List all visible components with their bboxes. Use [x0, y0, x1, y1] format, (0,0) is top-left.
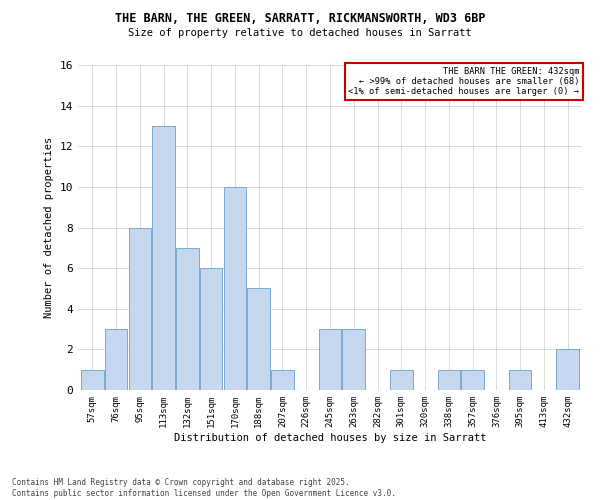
Text: Contains HM Land Registry data © Crown copyright and database right 2025.
Contai: Contains HM Land Registry data © Crown c…: [12, 478, 396, 498]
Bar: [247, 288, 270, 390]
Bar: [200, 268, 223, 390]
Text: THE BARN THE GREEN: 432sqm
← >99% of detached houses are smaller (68)
<1% of sem: THE BARN THE GREEN: 432sqm ← >99% of det…: [349, 66, 580, 96]
Bar: [105, 329, 127, 390]
Bar: [81, 370, 104, 390]
Y-axis label: Number of detached properties: Number of detached properties: [44, 137, 54, 318]
X-axis label: Distribution of detached houses by size in Sarratt: Distribution of detached houses by size …: [174, 432, 486, 442]
Bar: [224, 187, 246, 390]
Bar: [509, 370, 532, 390]
Bar: [271, 370, 294, 390]
Bar: [343, 329, 365, 390]
Text: THE BARN, THE GREEN, SARRATT, RICKMANSWORTH, WD3 6BP: THE BARN, THE GREEN, SARRATT, RICKMANSWO…: [115, 12, 485, 26]
Bar: [319, 329, 341, 390]
Bar: [128, 228, 151, 390]
Bar: [390, 370, 413, 390]
Bar: [556, 350, 579, 390]
Bar: [152, 126, 175, 390]
Bar: [461, 370, 484, 390]
Text: Size of property relative to detached houses in Sarratt: Size of property relative to detached ho…: [128, 28, 472, 38]
Bar: [176, 248, 199, 390]
Bar: [437, 370, 460, 390]
